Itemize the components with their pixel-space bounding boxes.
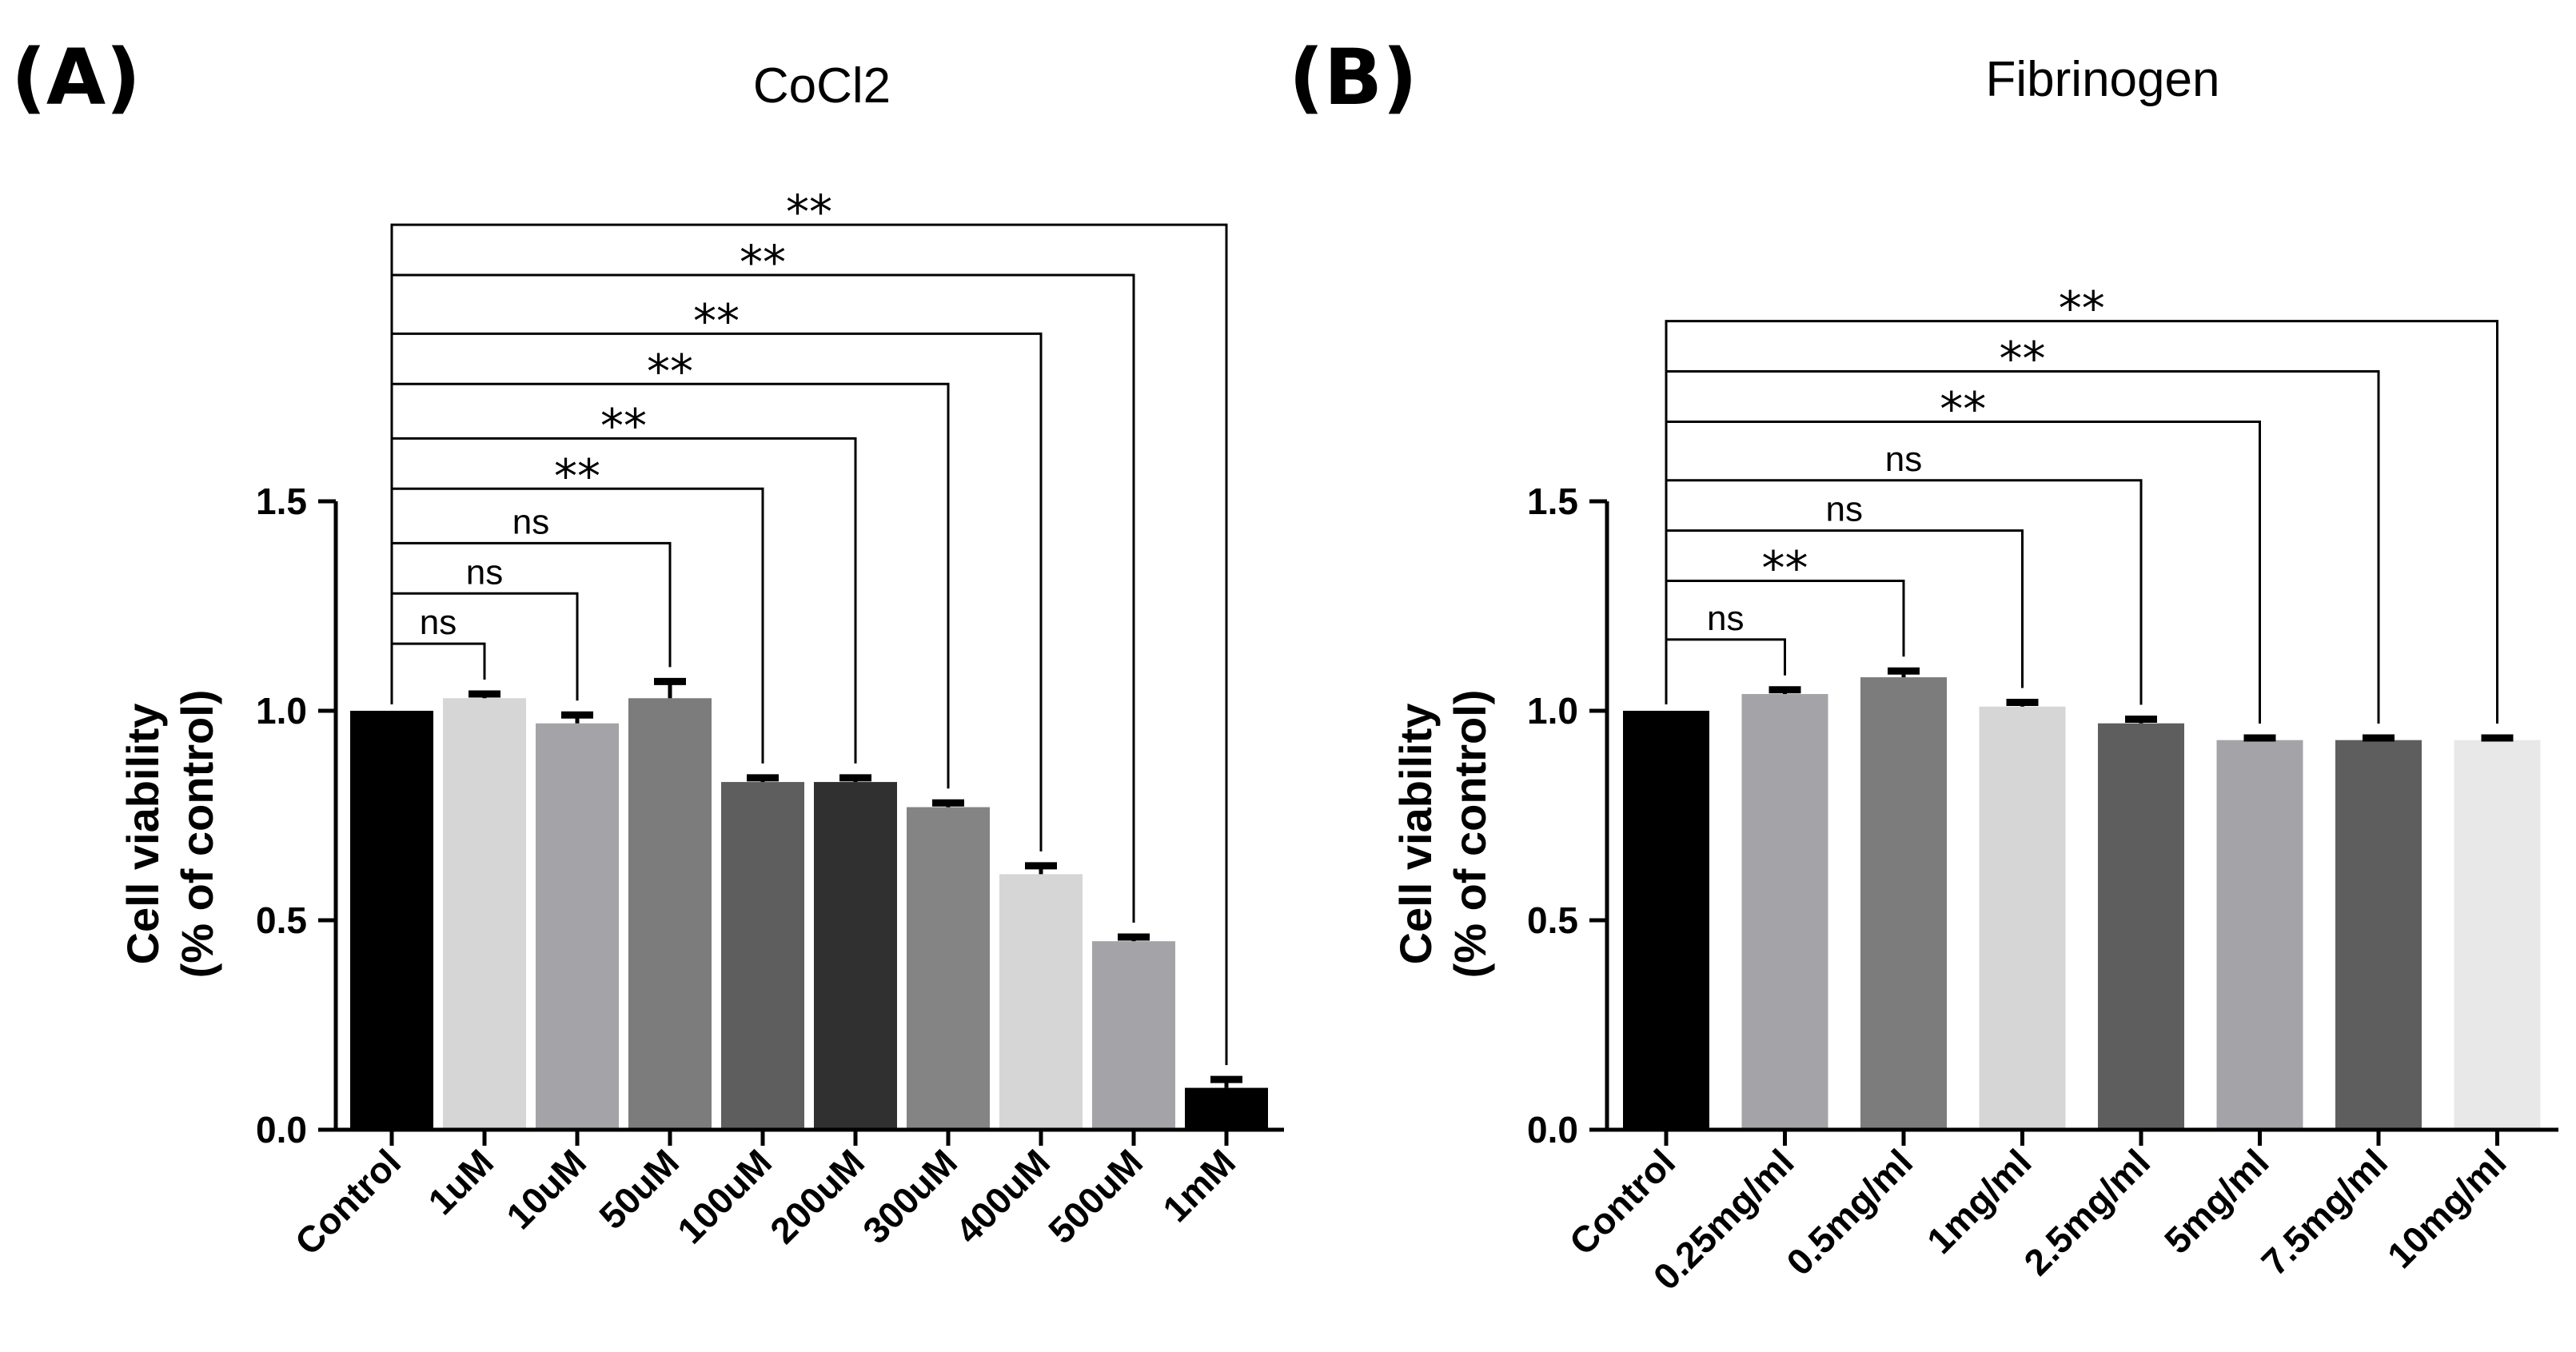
- panel-a-bar-9: [1185, 1087, 1268, 1130]
- panel-b-sig-label-4: **: [1940, 381, 1986, 436]
- panel-a-ytick-label-1: 0.5: [256, 899, 307, 941]
- panel-b-bar-5: [2216, 740, 2303, 1130]
- panel-a-bar-1: [443, 698, 526, 1130]
- panel-b-label: (B): [1289, 33, 1418, 122]
- panel-a-bar-5: [814, 782, 897, 1130]
- panel-a-label: (A): [11, 33, 141, 122]
- panel-a-xtick-label-2: 10uM: [498, 1141, 594, 1237]
- panel-b-bar-0: [1623, 711, 1709, 1130]
- panel-b-ytick-label-1: 0.5: [1527, 899, 1578, 941]
- panel-b-bar-4: [2098, 723, 2184, 1130]
- panel-b-xtick-label-3: 1mg/ml: [1919, 1141, 2040, 1262]
- panel-a-sig-bracket-8: [390, 223, 1228, 1066]
- panel-b-sig-bracket-6: [1665, 320, 2498, 724]
- panel-b-bar-6: [2335, 740, 2422, 1130]
- panel-b-ylabel-line1: Cell viability: [1390, 704, 1441, 965]
- panel-b-sig-label-6: **: [2059, 281, 2105, 336]
- panel-b-y-axis-label: Cell viability (% of control): [1390, 690, 1495, 979]
- panel-a-xtick-label-5: 200uM: [762, 1141, 872, 1251]
- panel-b-bar-7: [2454, 740, 2541, 1130]
- panel-a-sig-label-8: **: [786, 185, 832, 239]
- panel-b-bar-1: [1741, 694, 1828, 1130]
- panel-a-title: CoCl2: [753, 58, 891, 114]
- panel-a-sig-label-1: ns: [466, 552, 503, 592]
- panel-a-bar-3: [628, 698, 712, 1130]
- panel-b-sig-label-5: **: [2000, 332, 2046, 386]
- panel-a-ytick-label-2: 1.0: [256, 690, 307, 732]
- panel-b-bar-3: [1979, 706, 2066, 1130]
- panel-b-xtick-label-7: 10mg/ml: [2379, 1141, 2514, 1276]
- panel-a-sig-label-2: ns: [512, 502, 549, 541]
- panel-a-ylabel-line2: (% of control): [172, 690, 222, 979]
- panel-a-xtick-label-4: 100uM: [669, 1141, 780, 1251]
- panel-a-xtick-label-9: 1mM: [1154, 1141, 1243, 1230]
- panel-a-xtick-label-7: 400uM: [947, 1141, 1058, 1251]
- panel-a-sig-label-6: **: [693, 293, 740, 348]
- panel-a-xtick-label-0: Control: [287, 1141, 409, 1262]
- panel-b-ytick-label-0: 0.0: [1527, 1109, 1578, 1151]
- panel-a-bar-2: [536, 723, 619, 1130]
- panel-a-ytick-label-3: 1.5: [256, 481, 307, 522]
- panel-a-xtick-label-1: 1uM: [420, 1141, 501, 1222]
- panel-b-ylabel-line2: (% of control): [1445, 690, 1495, 979]
- panel-a-sig-label-5: **: [647, 344, 693, 398]
- panel-b-ytick-label-2: 1.0: [1527, 690, 1578, 732]
- panel-a-xtick-label-6: 300uM: [855, 1141, 965, 1251]
- panel-a-sig-label-0: ns: [420, 603, 457, 642]
- panel-a-ylabel-line1: Cell viability: [118, 704, 168, 965]
- panel-a-y-axis-label: Cell viability (% of control): [118, 690, 222, 979]
- panel-a-bar-6: [907, 807, 990, 1130]
- panel-b-ytick-label-3: 1.5: [1527, 481, 1578, 522]
- panel-a-ytick-label-0: 0.0: [256, 1109, 307, 1151]
- panel-b-xtick-label-6: 7.5mg/ml: [2253, 1141, 2395, 1283]
- panel-b-plot: 0.00.51.01.5Control0.25mg/ml0.5mg/ml1mg/…: [1527, 281, 2558, 1298]
- panel-a-sig-label-3: **: [554, 449, 600, 503]
- panel-b-xtick-label-4: 2.5mg/ml: [2016, 1141, 2158, 1283]
- panel-a-bar-8: [1092, 941, 1175, 1130]
- panel-a: (A) CoCl2 Cell viability (% of control) …: [11, 33, 1284, 1263]
- panel-a-xtick-label-8: 500uM: [1040, 1141, 1150, 1251]
- panel-a-sig-label-7: **: [740, 235, 786, 289]
- panel-a-sig-label-4: **: [600, 398, 647, 453]
- panel-a-bar-0: [350, 711, 433, 1130]
- panel-b-bar-2: [1860, 677, 1947, 1130]
- panel-b-xtick-label-0: Control: [1561, 1141, 1683, 1262]
- panel-b-sig-label-2: ns: [1826, 490, 1863, 529]
- panel-a-bar-4: [721, 782, 804, 1130]
- panel-b-sig-label-3: ns: [1885, 440, 1922, 479]
- panel-b-sig-label-1: **: [1762, 541, 1808, 596]
- panel-b-xtick-label-2: 0.5mg/ml: [1778, 1141, 1920, 1283]
- panel-b-title: Fibrinogen: [1986, 52, 2220, 107]
- panel-b-xtick-label-5: 5mg/ml: [2156, 1141, 2277, 1262]
- panel-b-sig-label-0: ns: [1707, 599, 1744, 638]
- panel-b-sig-bracket-4: [1665, 420, 2261, 724]
- panel-a-bar-7: [999, 874, 1083, 1130]
- panel-b: (B) Fibrinogen Cell viability (% of cont…: [1289, 33, 2558, 1298]
